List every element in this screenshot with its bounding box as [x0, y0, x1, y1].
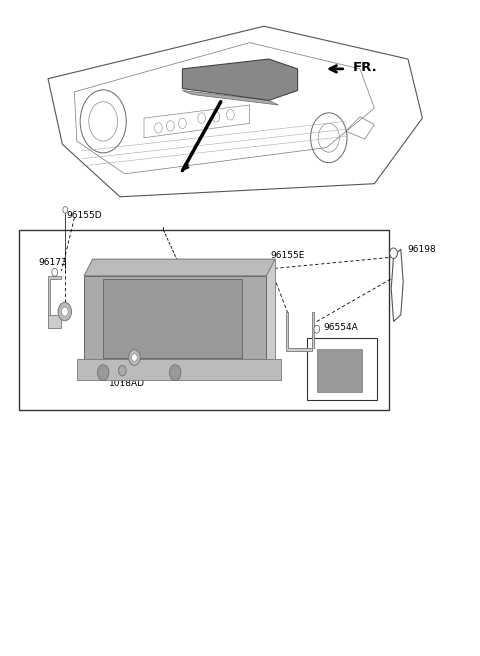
Circle shape [58, 302, 72, 321]
Text: FR.: FR. [352, 61, 377, 74]
Text: 96554A: 96554A [324, 323, 358, 333]
Circle shape [97, 365, 109, 380]
Polygon shape [84, 276, 266, 371]
Bar [19, 230, 389, 410]
Polygon shape [93, 259, 275, 371]
Polygon shape [182, 59, 298, 100]
Bar [317, 349, 362, 392]
Polygon shape [312, 312, 314, 348]
Polygon shape [77, 359, 281, 380]
Polygon shape [286, 312, 312, 351]
Circle shape [129, 350, 140, 365]
Text: 1018AD: 1018AD [109, 379, 145, 388]
Polygon shape [48, 315, 61, 328]
Bar [307, 338, 377, 400]
Text: 96173: 96173 [38, 258, 67, 267]
Bar [103, 279, 242, 358]
Polygon shape [182, 91, 278, 105]
Text: 96560F: 96560F [167, 276, 203, 286]
Text: 96155E: 96155E [271, 251, 305, 260]
Circle shape [169, 365, 181, 380]
Circle shape [63, 207, 68, 213]
Circle shape [61, 307, 68, 316]
Text: 96155D: 96155D [66, 211, 102, 220]
Polygon shape [84, 259, 275, 276]
Polygon shape [48, 276, 61, 315]
Text: 96173: 96173 [118, 285, 146, 295]
Circle shape [314, 325, 320, 333]
Circle shape [132, 354, 137, 361]
Circle shape [390, 248, 397, 258]
Circle shape [119, 365, 126, 376]
Circle shape [52, 268, 58, 276]
Text: 96198: 96198 [407, 245, 436, 254]
